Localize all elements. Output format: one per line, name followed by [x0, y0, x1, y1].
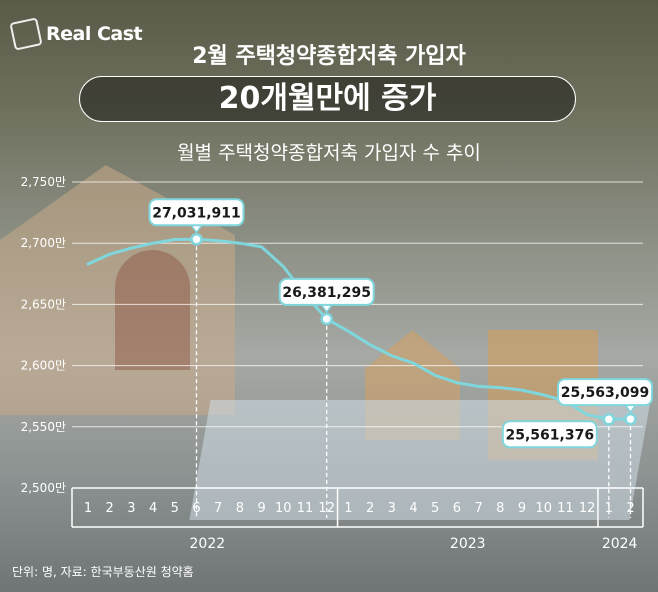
y-tick-label: 2,500만: [21, 481, 66, 495]
x-tick-label: 9: [257, 501, 265, 516]
x-tick-label: 3: [127, 501, 135, 516]
x-tick-label: 5: [171, 501, 179, 516]
callout-box: [148, 198, 245, 227]
callout-label: 26,381,295: [282, 285, 371, 301]
y-tick-label: 2,750만: [21, 175, 66, 189]
data-point-marker: [602, 413, 616, 426]
x-axis: 2022202320241234567891011121234567891011…: [71, 487, 644, 552]
x-tick-label: 7: [214, 501, 222, 516]
headline-box: [79, 76, 576, 122]
callout-box: [501, 420, 598, 449]
callout-box: [557, 378, 653, 407]
page-title: 2월 주택청약종합저축 가입자: [192, 44, 466, 69]
callout-label: 25,563,099: [561, 385, 650, 401]
x-tick-label: 10: [535, 501, 552, 516]
x-tick-label: 11: [297, 501, 314, 516]
x-year-label: 2023: [450, 536, 486, 552]
data-point-marker: [624, 412, 637, 426]
x-tick-label: 3: [388, 501, 396, 516]
x-tick-label: 2: [366, 501, 374, 516]
x-tick-label: 4: [409, 501, 417, 516]
data-point-marker: [320, 312, 333, 326]
x-tick-label: 1: [605, 501, 613, 516]
x-tick-label: 7: [474, 501, 482, 516]
background-door-illustration: [115, 250, 190, 370]
x-tick-label: 11: [557, 501, 574, 516]
x-tick-label: 9: [518, 501, 526, 516]
x-tick-label: 8: [496, 501, 504, 516]
x-year-label: 2024: [602, 536, 638, 552]
x-tick-label: 6: [453, 501, 461, 516]
y-tick-label: 2,550만: [21, 420, 66, 434]
annotation-drop-lines: [195, 239, 632, 518]
y-tick-label: 2,600만: [21, 359, 66, 373]
y-axis-ticks: 2,750만 2,700만 2,650만 2,600만 2,550만 2,500만: [21, 175, 66, 495]
x-tick-label: 10: [275, 501, 292, 516]
series-line-path: [86, 237, 632, 421]
brand-logo: Real Cast: [9, 17, 143, 51]
data-point-marker: [190, 233, 203, 246]
x-tick-label: 8: [236, 501, 244, 516]
chart-subtitle: 월별 주택청약종합저축 가입자 수 추이: [177, 142, 481, 164]
callout-label: 25,561,376: [506, 427, 595, 443]
logo-text: Real Cast: [46, 23, 143, 45]
y-tick-label: 2,700만: [21, 236, 66, 250]
callout-box: [278, 277, 375, 306]
x-tick-label: 5: [431, 501, 439, 516]
source-note: 단위: 명, 자료: 한국부동산원 청약홈: [12, 565, 194, 579]
x-tick-label: 1: [344, 501, 352, 516]
x-tick-label: 4: [149, 501, 157, 516]
annotated-points: [190, 233, 637, 426]
x-tick-label: 2: [106, 501, 114, 516]
headline: 20개월만에 증가: [218, 81, 437, 116]
x-tick-label: 2: [626, 501, 634, 516]
x-tick-label: 1: [84, 501, 92, 516]
x-tick-label: 12: [579, 501, 596, 516]
callout-label: 27,031,911: [152, 205, 241, 221]
y-tick-label: 2,650만: [21, 297, 66, 311]
callouts: 27,031,911 26,381,295 25,561,376 25,563,099: [148, 198, 653, 449]
x-year-label: 2022: [190, 536, 226, 552]
series-line: [86, 237, 632, 421]
